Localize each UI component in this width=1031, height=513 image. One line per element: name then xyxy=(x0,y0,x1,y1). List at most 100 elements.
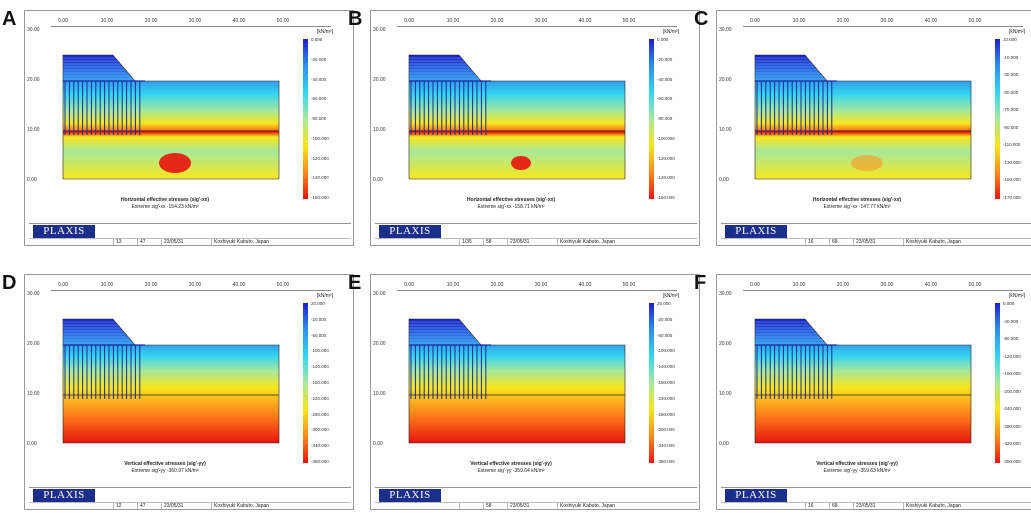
footer-date: 23/05/31 xyxy=(507,239,529,245)
x-tick-label: 0.00 xyxy=(58,282,68,288)
legend-tick-label: -80.000 xyxy=(1003,336,1019,342)
legend-tick-label: 0.000 xyxy=(657,37,669,42)
legend-tick-label: -20.000 xyxy=(311,56,327,62)
y-axis-ruler: 30.00 20.00 10.00 0.00 xyxy=(719,25,741,205)
y-tick-label: 0.00 xyxy=(373,441,383,447)
footer-phase: 58 xyxy=(483,239,492,245)
legend-tick-label: -100.000 xyxy=(657,348,675,354)
plaxis-output-frame: 0.00 10.00 20.00 30.00 40.00 50.00 30.00 20.00 1… xyxy=(24,274,354,510)
x-tick-label: 10.00 xyxy=(446,282,460,288)
legend-color-bar xyxy=(303,303,308,463)
stress-concentration-bulb xyxy=(511,156,531,170)
x-tick-label: 30.00 xyxy=(880,282,894,288)
contour-plot xyxy=(62,54,280,180)
plaxis-footer: PLAXIS 13 47 23/05/31 Koshiyuki Kabuto, Japa… xyxy=(29,223,351,245)
plaxis-logo: PLAXIS xyxy=(379,489,441,502)
plaxis-footer: PLAXIS 16 68 23/05/31 Koshiyuki Kabuto, Japa… xyxy=(721,487,1031,509)
footer-phase: 68 xyxy=(829,239,838,245)
legend-tick-label: -220.000 xyxy=(311,395,329,401)
legend-tick-label: -120.000 xyxy=(1003,353,1021,359)
legend-tick-label: -120.000 xyxy=(311,155,329,161)
y-tick-label: 0.00 xyxy=(373,177,383,183)
x-tick-label: 0.00 xyxy=(750,18,760,24)
plot-title: Vertical effective stresses (sig'-yy) xyxy=(470,461,552,467)
plaxis-output-frame: 0.00 10.00 20.00 30.00 40.00 50.00 30.00 20.00 1… xyxy=(716,274,1031,510)
plaxis-footer: PLAXIS 1/35 58 23/05/31 Koshiyuki Kabuto, Ja… xyxy=(375,223,697,245)
legend-tick-label: -340.000 xyxy=(311,443,329,449)
extreme-value-text: Extreme sig'-xx -147.77 kN/m² xyxy=(823,204,891,210)
footer-author: Koshiyuki Kabuto, Japan xyxy=(903,239,961,245)
x-tick-label: 20.00 xyxy=(490,282,504,288)
y-tick-label: 0.00 xyxy=(719,441,729,447)
legend-tick-label: -160.000 xyxy=(311,195,329,200)
legend-tick-label: -40.000 xyxy=(311,76,327,82)
footer-phase: 68 xyxy=(829,503,838,509)
panel-label: A xyxy=(2,8,17,30)
footer-divider xyxy=(29,502,351,503)
legend-unit: [kN/m²] xyxy=(1009,29,1026,35)
contour-plot xyxy=(62,318,280,444)
legend-tick-label: -120.000 xyxy=(657,155,675,161)
legend-tick-label: -40.000 xyxy=(657,76,673,82)
y-tick-label: 10.00 xyxy=(373,127,386,133)
x-tick-label: 20.00 xyxy=(490,18,504,24)
legend-tick-label: -300.000 xyxy=(657,427,675,433)
x-tick-label: 40.00 xyxy=(924,282,938,288)
legend-tick-label: 0.000 xyxy=(311,37,323,42)
legend-tick-label: -50.000 xyxy=(1003,89,1019,95)
plaxis-output-frame: 0.00 10.00 20.00 30.00 40.00 50.00 30.00 20.00 1… xyxy=(716,10,1031,246)
legend-tick-label: -360.000 xyxy=(1003,459,1021,464)
footer-date: 23/05/31 xyxy=(161,239,183,245)
plaxis-logo: PLAXIS xyxy=(33,225,95,238)
x-tick-label: 20.00 xyxy=(144,282,158,288)
legend-color-bar xyxy=(995,303,1000,463)
x-tick-label: 30.00 xyxy=(880,18,894,24)
x-tick-label: 50.00 xyxy=(276,282,290,288)
plaxis-footer: PLAXIS 12 47 23/05/31 Koshiyuki Kabuto, Japa… xyxy=(29,487,351,509)
x-tick-label: 10.00 xyxy=(792,18,806,24)
color-legend: [kN/m²] 0.000 -20.000 -40.000 -60.000 -80.000… xyxy=(649,29,697,200)
footer-step: 16 xyxy=(805,239,814,245)
legend-tick-label: -140.000 xyxy=(311,175,329,181)
soil-domain xyxy=(754,54,972,180)
plaxis-logo: PLAXIS xyxy=(725,489,787,502)
panel-label: F xyxy=(694,272,707,294)
panel-label: C xyxy=(694,8,709,30)
panel-label: B xyxy=(348,8,363,30)
x-tick-label: 40.00 xyxy=(578,282,592,288)
legend-unit: [kN/m²] xyxy=(317,29,334,35)
x-tick-label: 0.00 xyxy=(58,18,68,24)
x-axis-ruler: 0.00 10.00 20.00 30.00 40.00 50.00 xyxy=(397,18,677,27)
contour-plot xyxy=(754,54,972,180)
y-tick-label: 20.00 xyxy=(27,341,40,347)
footer-phase: 47 xyxy=(137,239,146,245)
plot-title: Vertical effective stresses (sig'-yy) xyxy=(124,461,206,467)
legend-tick-label: 20.000 xyxy=(311,301,325,306)
y-tick-label: 0.00 xyxy=(719,177,729,183)
footer-step: 12 xyxy=(113,503,122,509)
legend-tick-label: -200.000 xyxy=(1003,388,1021,394)
color-legend: [kN/m²] 20.000 -20.000 -60.000 -100.000 -140.… xyxy=(303,293,351,464)
footer-date: 23/05/31 xyxy=(507,503,529,509)
legend-tick-label: -100.000 xyxy=(657,135,675,141)
legend-tick-label: -160.000 xyxy=(1003,371,1021,377)
y-tick-label: 20.00 xyxy=(719,77,732,83)
legend-tick-label: -140.000 xyxy=(311,364,329,370)
legend-tick-label: -140.000 xyxy=(657,364,675,370)
x-axis-ruler: 0.00 10.00 20.00 30.00 40.00 50.00 xyxy=(743,18,1023,27)
legend-tick-label: -40.000 xyxy=(1003,318,1019,324)
footer-phase: 58 xyxy=(483,503,492,509)
footer-author: Koshiyuki Kabuto, Japan xyxy=(903,503,961,509)
soil-domain xyxy=(408,54,626,180)
y-tick-label: 30.00 xyxy=(27,27,40,33)
legend-tick-label: -380.000 xyxy=(657,459,675,464)
panel-e: E 0.00 10.00 20.00 30.00 40.00 50.00 30.00 20.00… xyxy=(348,272,700,510)
plaxis-logo: PLAXIS xyxy=(725,225,787,238)
legend-tick-label: -60.000 xyxy=(657,332,673,338)
y-axis-ruler: 30.00 20.00 10.00 0.00 xyxy=(719,289,741,469)
footer-step: 16 xyxy=(805,503,814,509)
plaxis-footer: PLAXIS 16 68 23/05/31 Koshiyuki Kabuto, Japa… xyxy=(721,223,1031,245)
y-tick-label: 30.00 xyxy=(719,27,732,33)
x-tick-label: 10.00 xyxy=(446,18,460,24)
y-tick-label: 10.00 xyxy=(719,127,732,133)
